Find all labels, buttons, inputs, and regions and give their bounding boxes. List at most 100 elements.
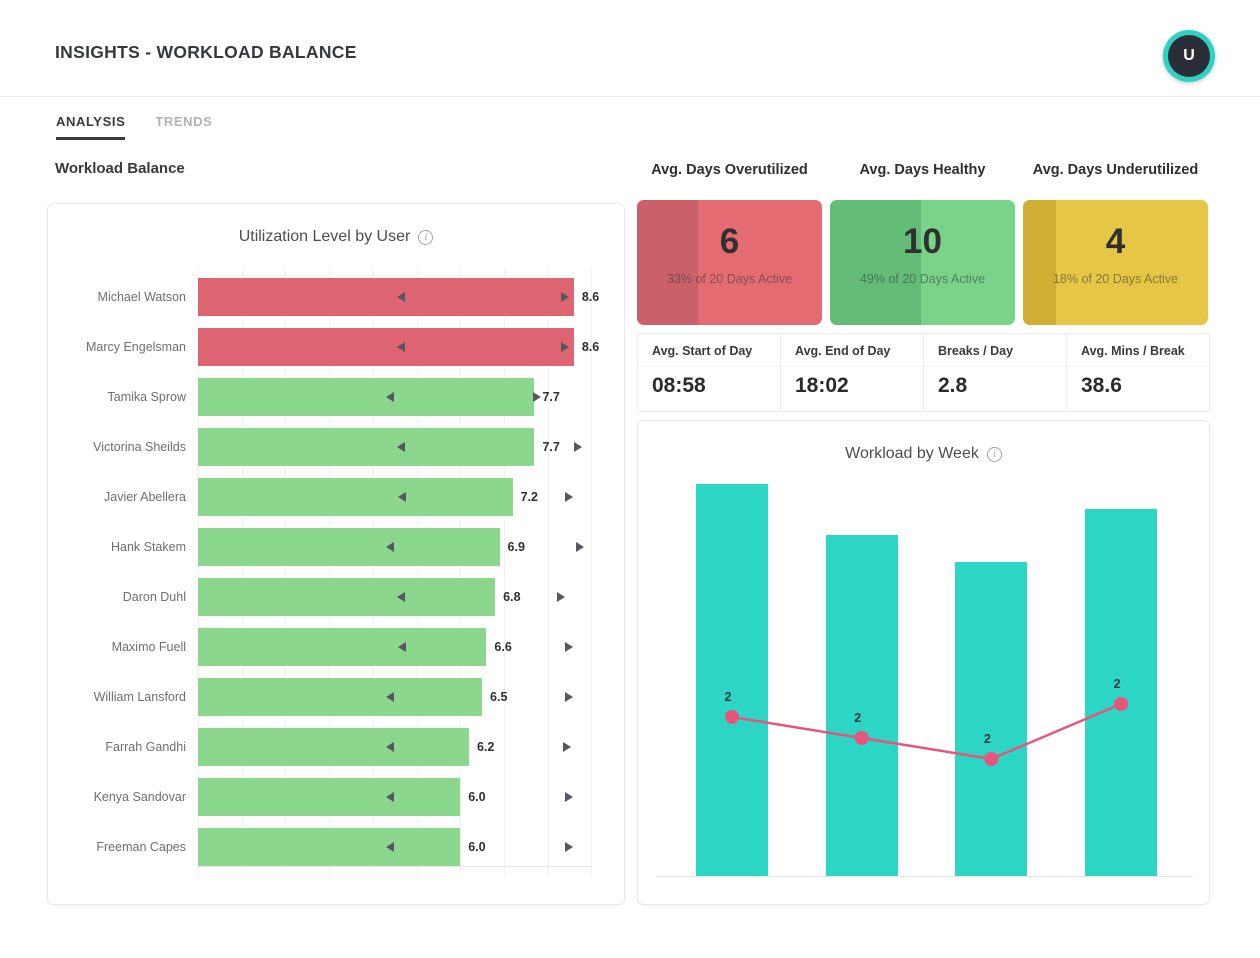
summary-card-subtitle: 33% of 20 Days Active bbox=[666, 272, 793, 286]
weekly-chart-title: Workload by Week i bbox=[638, 445, 1209, 463]
util-row: Victorina Sheilds 7.7 bbox=[48, 422, 624, 472]
weekly-card: Workload by Week i 2 2 2 2 bbox=[637, 420, 1210, 905]
low-marker-icon bbox=[386, 542, 395, 552]
summary-card-subtitle: 49% of 20 Days Active bbox=[859, 272, 986, 286]
tab-trends[interactable]: TRENDS bbox=[155, 114, 213, 129]
utilization-bar[interactable] bbox=[198, 778, 461, 816]
high-marker-icon bbox=[565, 842, 574, 852]
util-row: Kenya Sandovar 6.0 bbox=[48, 772, 624, 822]
high-marker-icon bbox=[561, 292, 570, 302]
bar-value-label: 6.5 bbox=[490, 690, 508, 704]
stat-value: 38.6 bbox=[1081, 374, 1122, 397]
utilization-bar[interactable] bbox=[198, 428, 535, 466]
low-marker-icon bbox=[386, 742, 395, 752]
bar-value-label: 8.6 bbox=[581, 290, 600, 304]
high-marker-icon bbox=[574, 442, 583, 452]
user-name-label: William Lansford bbox=[93, 690, 186, 704]
gridline bbox=[547, 268, 549, 876]
utilization-bar[interactable] bbox=[198, 478, 513, 516]
tab-analysis[interactable]: ANALYSIS bbox=[56, 114, 126, 140]
summary-card-label: Avg. Days Healthy bbox=[859, 162, 986, 178]
low-marker-icon bbox=[386, 392, 395, 402]
low-marker-icon bbox=[397, 292, 406, 302]
utilization-bar[interactable] bbox=[198, 628, 487, 666]
high-marker-icon bbox=[565, 692, 574, 702]
summary-card-value: 4 bbox=[1105, 222, 1126, 261]
low-marker-icon bbox=[397, 342, 406, 352]
gridline bbox=[285, 268, 287, 876]
gridline bbox=[503, 268, 505, 876]
week-bar[interactable] bbox=[955, 562, 1028, 876]
low-marker-icon bbox=[386, 692, 395, 702]
week-bar[interactable] bbox=[696, 484, 768, 876]
gridline bbox=[591, 268, 593, 876]
weekly-chart-title-text: Workload by Week bbox=[845, 445, 979, 462]
utilization-bar[interactable] bbox=[198, 578, 496, 616]
user-name-label: Hank Stakem bbox=[110, 540, 186, 554]
high-marker-icon bbox=[556, 592, 565, 602]
util-row: Maximo Fuell 6.6 bbox=[48, 622, 624, 672]
tabs: ANALYSIS TRENDS bbox=[56, 114, 212, 140]
summary-card-underutilized[interactable]: 4 18% of 20 Days Active bbox=[1023, 200, 1208, 325]
info-icon[interactable]: i bbox=[986, 446, 1002, 462]
bar-value-label: 7.7 bbox=[542, 390, 560, 404]
x-axis-line bbox=[198, 866, 592, 867]
low-marker-icon bbox=[397, 592, 406, 602]
high-marker-icon bbox=[576, 542, 585, 552]
line-point[interactable] bbox=[1114, 697, 1129, 711]
bar-value-label: 6.0 bbox=[468, 790, 486, 804]
utilization-bar[interactable] bbox=[198, 528, 500, 566]
stat-cell: Breaks / Day 2.8 bbox=[924, 334, 1067, 411]
low-marker-icon bbox=[386, 842, 395, 852]
utilization-bar[interactable] bbox=[198, 678, 483, 716]
header-divider bbox=[0, 96, 1260, 97]
util-row: Marcy Engelsman 8.6 bbox=[48, 322, 624, 372]
line-point[interactable] bbox=[725, 710, 739, 724]
stat-value: 2.8 bbox=[938, 374, 968, 397]
high-marker-icon bbox=[565, 642, 574, 652]
info-icon[interactable]: i bbox=[418, 229, 434, 245]
week-bar[interactable] bbox=[825, 535, 898, 876]
week-bar[interactable] bbox=[1085, 509, 1158, 876]
summary-card-healthy[interactable]: 10 49% of 20 Days Active bbox=[830, 200, 1015, 325]
summary-card-value: 6 bbox=[719, 222, 740, 261]
section-title: Workload Balance bbox=[55, 160, 185, 177]
gridline bbox=[198, 268, 199, 876]
summary-card-overutilized[interactable]: 6 33% of 20 Days Active bbox=[637, 200, 822, 325]
line-point[interactable] bbox=[854, 731, 869, 745]
summary-card-label: Avg. Days Overutilized bbox=[651, 162, 808, 178]
stat-cell: Avg. End of Day 18:02 bbox=[781, 334, 924, 411]
util-row: Javier Abellera 7.2 bbox=[48, 472, 624, 522]
user-avatar[interactable]: U bbox=[1163, 30, 1215, 82]
utilization-bar[interactable] bbox=[198, 828, 461, 866]
gridline bbox=[416, 268, 418, 876]
user-name-label: Freeman Capes bbox=[96, 840, 186, 854]
avatar-initial: U bbox=[1168, 35, 1210, 77]
stat-value: 08:58 bbox=[652, 374, 706, 397]
high-marker-icon bbox=[563, 742, 572, 752]
bar-value-label: 8.6 bbox=[581, 340, 600, 354]
week-line-series bbox=[725, 697, 1129, 766]
user-name-label: Maximo Fuell bbox=[111, 640, 186, 654]
user-name-label: Marcy Engelsman bbox=[85, 340, 186, 354]
bar-value-label: 7.7 bbox=[542, 440, 560, 454]
line-point[interactable] bbox=[984, 752, 999, 766]
utilization-bar[interactable] bbox=[198, 728, 469, 766]
user-name-label: Farrah Gandhi bbox=[105, 740, 186, 754]
page-title: INSIGHTS - WORKLOAD BALANCE bbox=[55, 42, 357, 62]
stat-label: Avg. End of Day bbox=[781, 334, 923, 367]
user-name-label: Javier Abellera bbox=[104, 490, 186, 504]
util-row: Freeman Capes 6.0 bbox=[48, 822, 624, 872]
utilization-bar[interactable] bbox=[198, 378, 535, 416]
stat-label: Avg. Mins / Break bbox=[1067, 334, 1209, 367]
week-line bbox=[731, 702, 1122, 761]
utilization-bar[interactable] bbox=[198, 278, 574, 316]
utilization-bar[interactable] bbox=[198, 328, 574, 366]
stats-table: Avg. Start of Day 08:58 Avg. End of Day 18:… bbox=[637, 333, 1210, 412]
user-name-label: Tamika Sprow bbox=[107, 390, 187, 404]
low-marker-icon bbox=[398, 642, 407, 652]
stat-value: 18:02 bbox=[795, 374, 849, 397]
util-row: Daron Duhl 6.8 bbox=[48, 572, 624, 622]
bar-value-label: 6.8 bbox=[503, 590, 521, 604]
summary-card-subtitle: 18% of 20 Days Active bbox=[1052, 272, 1179, 286]
